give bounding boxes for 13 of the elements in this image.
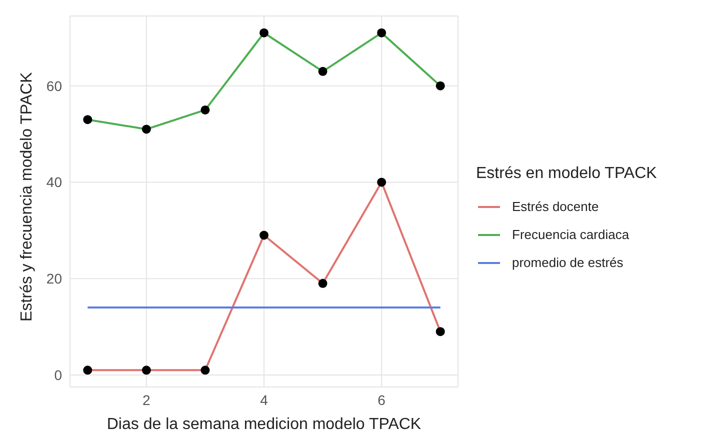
x-tick-label: 4 [260,392,268,408]
legend-title: Estrés en modelo TPACK [476,164,657,182]
y-tick-label: 60 [46,78,62,94]
y-tick-label: 0 [54,366,62,383]
x-tick-label: 2 [142,392,151,408]
y-tick-label: 20 [46,270,62,287]
legend-label: Frecuencia cardiaca [512,227,630,242]
y-tick-label: 40 [46,174,62,190]
legend-label: Estrés docente [512,199,599,214]
legend-label: promedio de estrés [512,255,624,270]
x-tick-label: 6 [378,392,386,408]
y-axis-title: Estrés y frecuencia modelo TPACK [18,72,36,322]
x-axis-title: Dias de la semana medicion modelo TPACK [106,416,422,433]
